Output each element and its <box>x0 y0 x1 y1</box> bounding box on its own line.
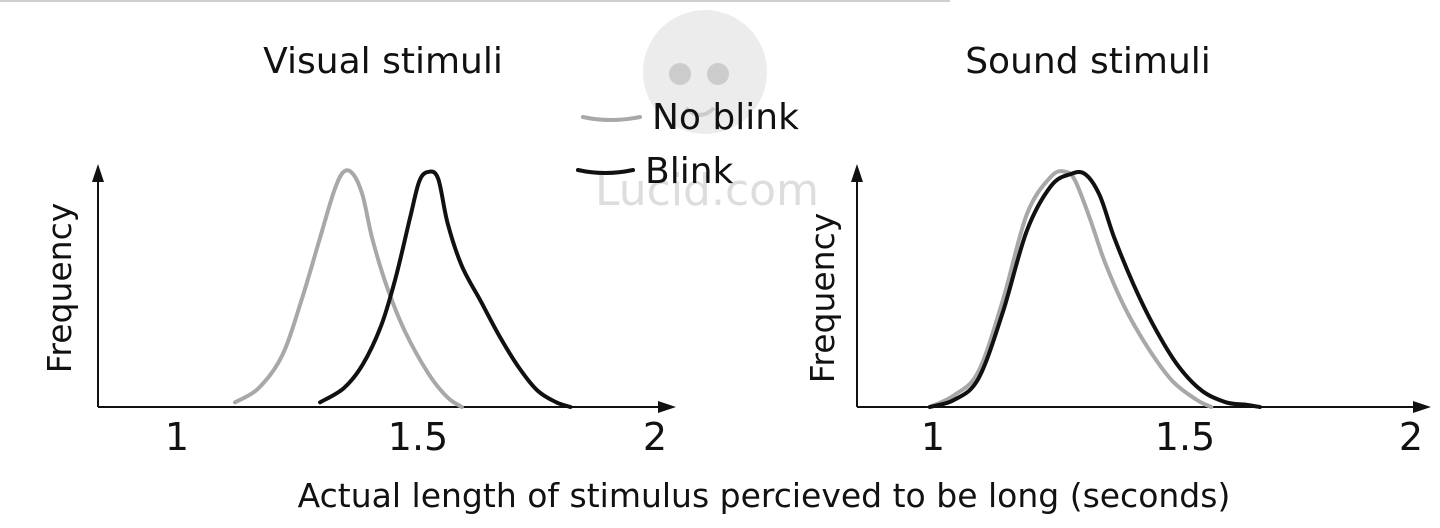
chart-sound-title: Sound stimuli <box>965 41 1211 82</box>
chart-sound-ylabel: Frequency <box>803 213 842 383</box>
watermark-eye-right-icon <box>707 63 729 85</box>
chart-visual-title: Visual stimuli <box>263 41 503 82</box>
legend: No blink Blink <box>576 97 799 192</box>
chart-visual-xtick-2: 2 <box>643 415 667 459</box>
chart-visual-xtick-1: 1 <box>165 415 189 459</box>
chart-visual-series-no-blink <box>233 168 464 409</box>
chart-visual: Visual stimuli Frequency 1 1.5 2 <box>40 41 676 459</box>
chart-sound-y-arrow-icon <box>851 164 863 182</box>
chart-visual-series-blink <box>318 169 573 409</box>
chart-visual-ylabel: Frequency <box>40 203 79 373</box>
chart-sound-series-blink <box>927 170 1262 409</box>
chart-visual-y-arrow-icon <box>92 164 104 182</box>
watermark-eye-left-icon <box>669 63 691 85</box>
chart-sound-xtick-2: 2 <box>1399 415 1423 459</box>
legend-swatch-blink <box>576 168 635 175</box>
chart-sound: Sound stimuli Frequency 1 1.5 2 <box>803 41 1431 459</box>
watermark: Lucid.com <box>595 10 819 216</box>
shared-xlabel: Actual length of stimulus percieved to b… <box>298 476 1231 515</box>
chart-sound-x-arrow-icon <box>1413 401 1431 413</box>
chart-sound-xtick-1-5: 1.5 <box>1155 415 1215 459</box>
watermark-mascot-icon <box>643 10 767 134</box>
legend-swatch-no-blink <box>581 115 642 122</box>
watermark-mouth-icon <box>684 106 716 117</box>
legend-label-no-blink: No blink <box>652 97 799 138</box>
chart-sound-xtick-1: 1 <box>921 415 945 459</box>
watermark-text: Lucid.com <box>595 165 819 216</box>
legend-label-blink: Blink <box>645 151 734 192</box>
chart-visual-x-arrow-icon <box>658 401 676 413</box>
chart-visual-xtick-1-5: 1.5 <box>388 415 448 459</box>
chart-sound-series-no-blink <box>927 169 1214 409</box>
